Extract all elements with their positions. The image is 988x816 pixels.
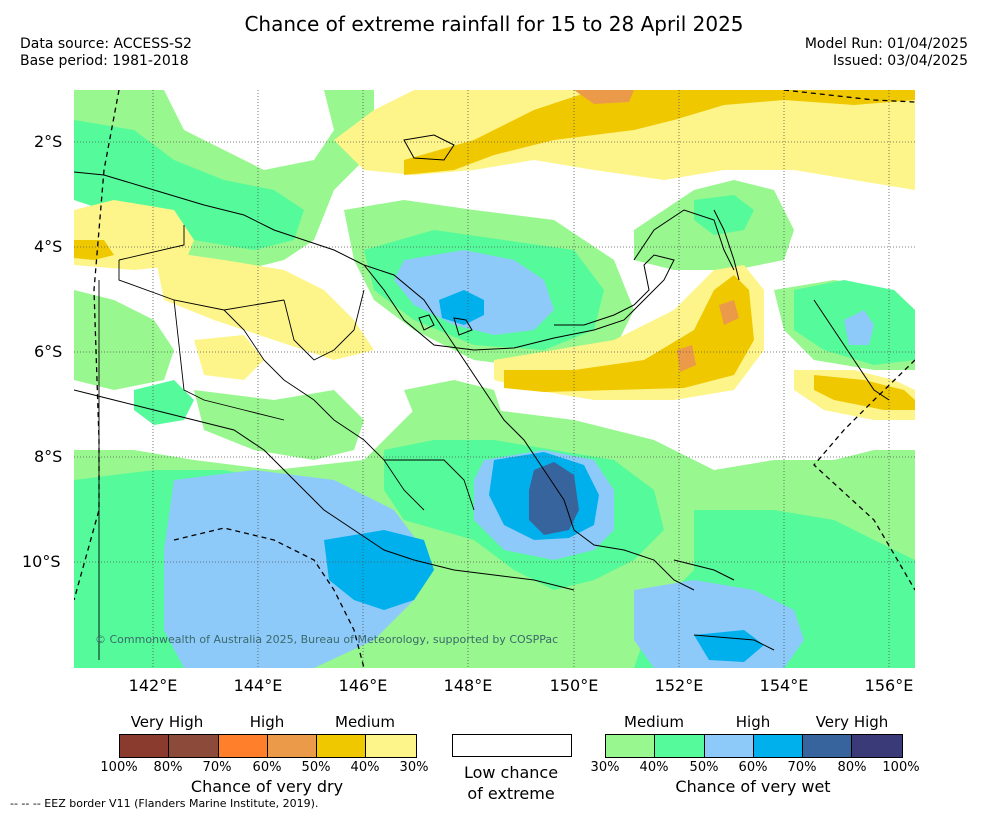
dry-colorbar <box>119 734 417 758</box>
lon-label-150e: 150°E <box>549 676 599 695</box>
wet-swatch <box>852 735 902 757</box>
neutral-caption-line1: Low chance <box>463 763 559 782</box>
dry-swatch <box>317 735 367 757</box>
copyright-notice: © Commonwealth of Australia 2025, Bureau… <box>95 633 559 646</box>
wet-swatch <box>606 735 656 757</box>
dry-pct-30: 30% <box>399 760 429 775</box>
coastlines <box>74 134 890 651</box>
wet-pct-40: 40% <box>639 760 669 775</box>
eez-footnote: -- -- -- EEZ border V11 (Flanders Marine… <box>10 797 319 810</box>
data-source: Data source: ACCESS-S2 <box>20 36 192 52</box>
dry-pct-60: 60% <box>252 760 282 775</box>
lon-label-152e: 152°E <box>654 676 704 695</box>
lat-label-10s: 10°S <box>22 552 61 571</box>
wet-pct-50: 50% <box>689 760 719 775</box>
lon-label-142e: 142°E <box>128 676 178 695</box>
lon-label-148e: 148°E <box>443 676 493 695</box>
wet-swatch <box>655 735 705 757</box>
wet-very-high-area <box>529 462 579 535</box>
data-source-info: Data source: ACCESS-S2 Base period: 1981… <box>20 36 192 70</box>
lon-label-146e: 146°E <box>338 676 388 695</box>
dry-swatch <box>267 735 318 757</box>
lon-label-144e: 144°E <box>233 676 283 695</box>
wet-pct-70: 70% <box>787 760 817 775</box>
dry-swatch <box>218 735 268 757</box>
dry-level-medium: Medium <box>335 713 395 731</box>
lat-label-8s: 8°S <box>34 447 63 466</box>
rainfall-probability-map <box>74 90 915 668</box>
issued-date: Issued: 03/04/2025 <box>833 53 968 69</box>
dry-pct-100: 100% <box>100 760 138 775</box>
wet-swatch <box>803 735 853 757</box>
wet-swatch <box>753 735 804 757</box>
dry-swatch <box>366 735 416 757</box>
wet-pct-60: 60% <box>738 760 768 775</box>
lat-label-6s: 6°S <box>34 342 63 361</box>
wet-pct-100: 100% <box>882 760 920 775</box>
wet-level-very-high: Very High <box>815 713 889 731</box>
wet-pct-30: 30% <box>590 760 620 775</box>
model-run: Model Run: 01/04/2025 <box>804 36 968 52</box>
dry-swatch <box>120 735 170 757</box>
dry-high-areas <box>574 90 739 372</box>
dry-level-very-high: Very High <box>130 713 204 731</box>
dry-pct-40: 40% <box>350 760 380 775</box>
dry-legend-caption: Chance of very dry <box>190 777 344 796</box>
lon-label-156e: 156°E <box>864 676 914 695</box>
wet-swatch <box>704 735 754 757</box>
map-gridlines <box>74 90 915 668</box>
dry-pct-80: 80% <box>153 760 183 775</box>
lat-label-2s: 2°S <box>34 132 63 151</box>
neutral-caption-line2: of extreme <box>467 784 555 803</box>
base-period: Base period: 1981-2018 <box>20 53 189 69</box>
dry-swatch <box>169 735 219 757</box>
wet-pct-80: 80% <box>837 760 867 775</box>
neutral-swatch <box>452 734 572 757</box>
wet-legend-caption: Chance of very wet <box>675 777 831 796</box>
model-run-info: Model Run: 01/04/2025 Issued: 03/04/2025 <box>805 36 968 70</box>
eez-borders <box>74 90 915 668</box>
wet-level-high: High <box>735 713 771 731</box>
lat-label-4s: 4°S <box>34 237 63 256</box>
page-title: Chance of extreme rainfall for 15 to 28 … <box>244 12 744 36</box>
wet-colorbar <box>605 734 903 758</box>
lon-label-154e: 154°E <box>759 676 809 695</box>
dry-pct-70: 70% <box>202 760 232 775</box>
wet-level-medium: Medium <box>624 713 684 731</box>
dry-level-high: High <box>249 713 285 731</box>
dry-pct-50: 50% <box>301 760 331 775</box>
